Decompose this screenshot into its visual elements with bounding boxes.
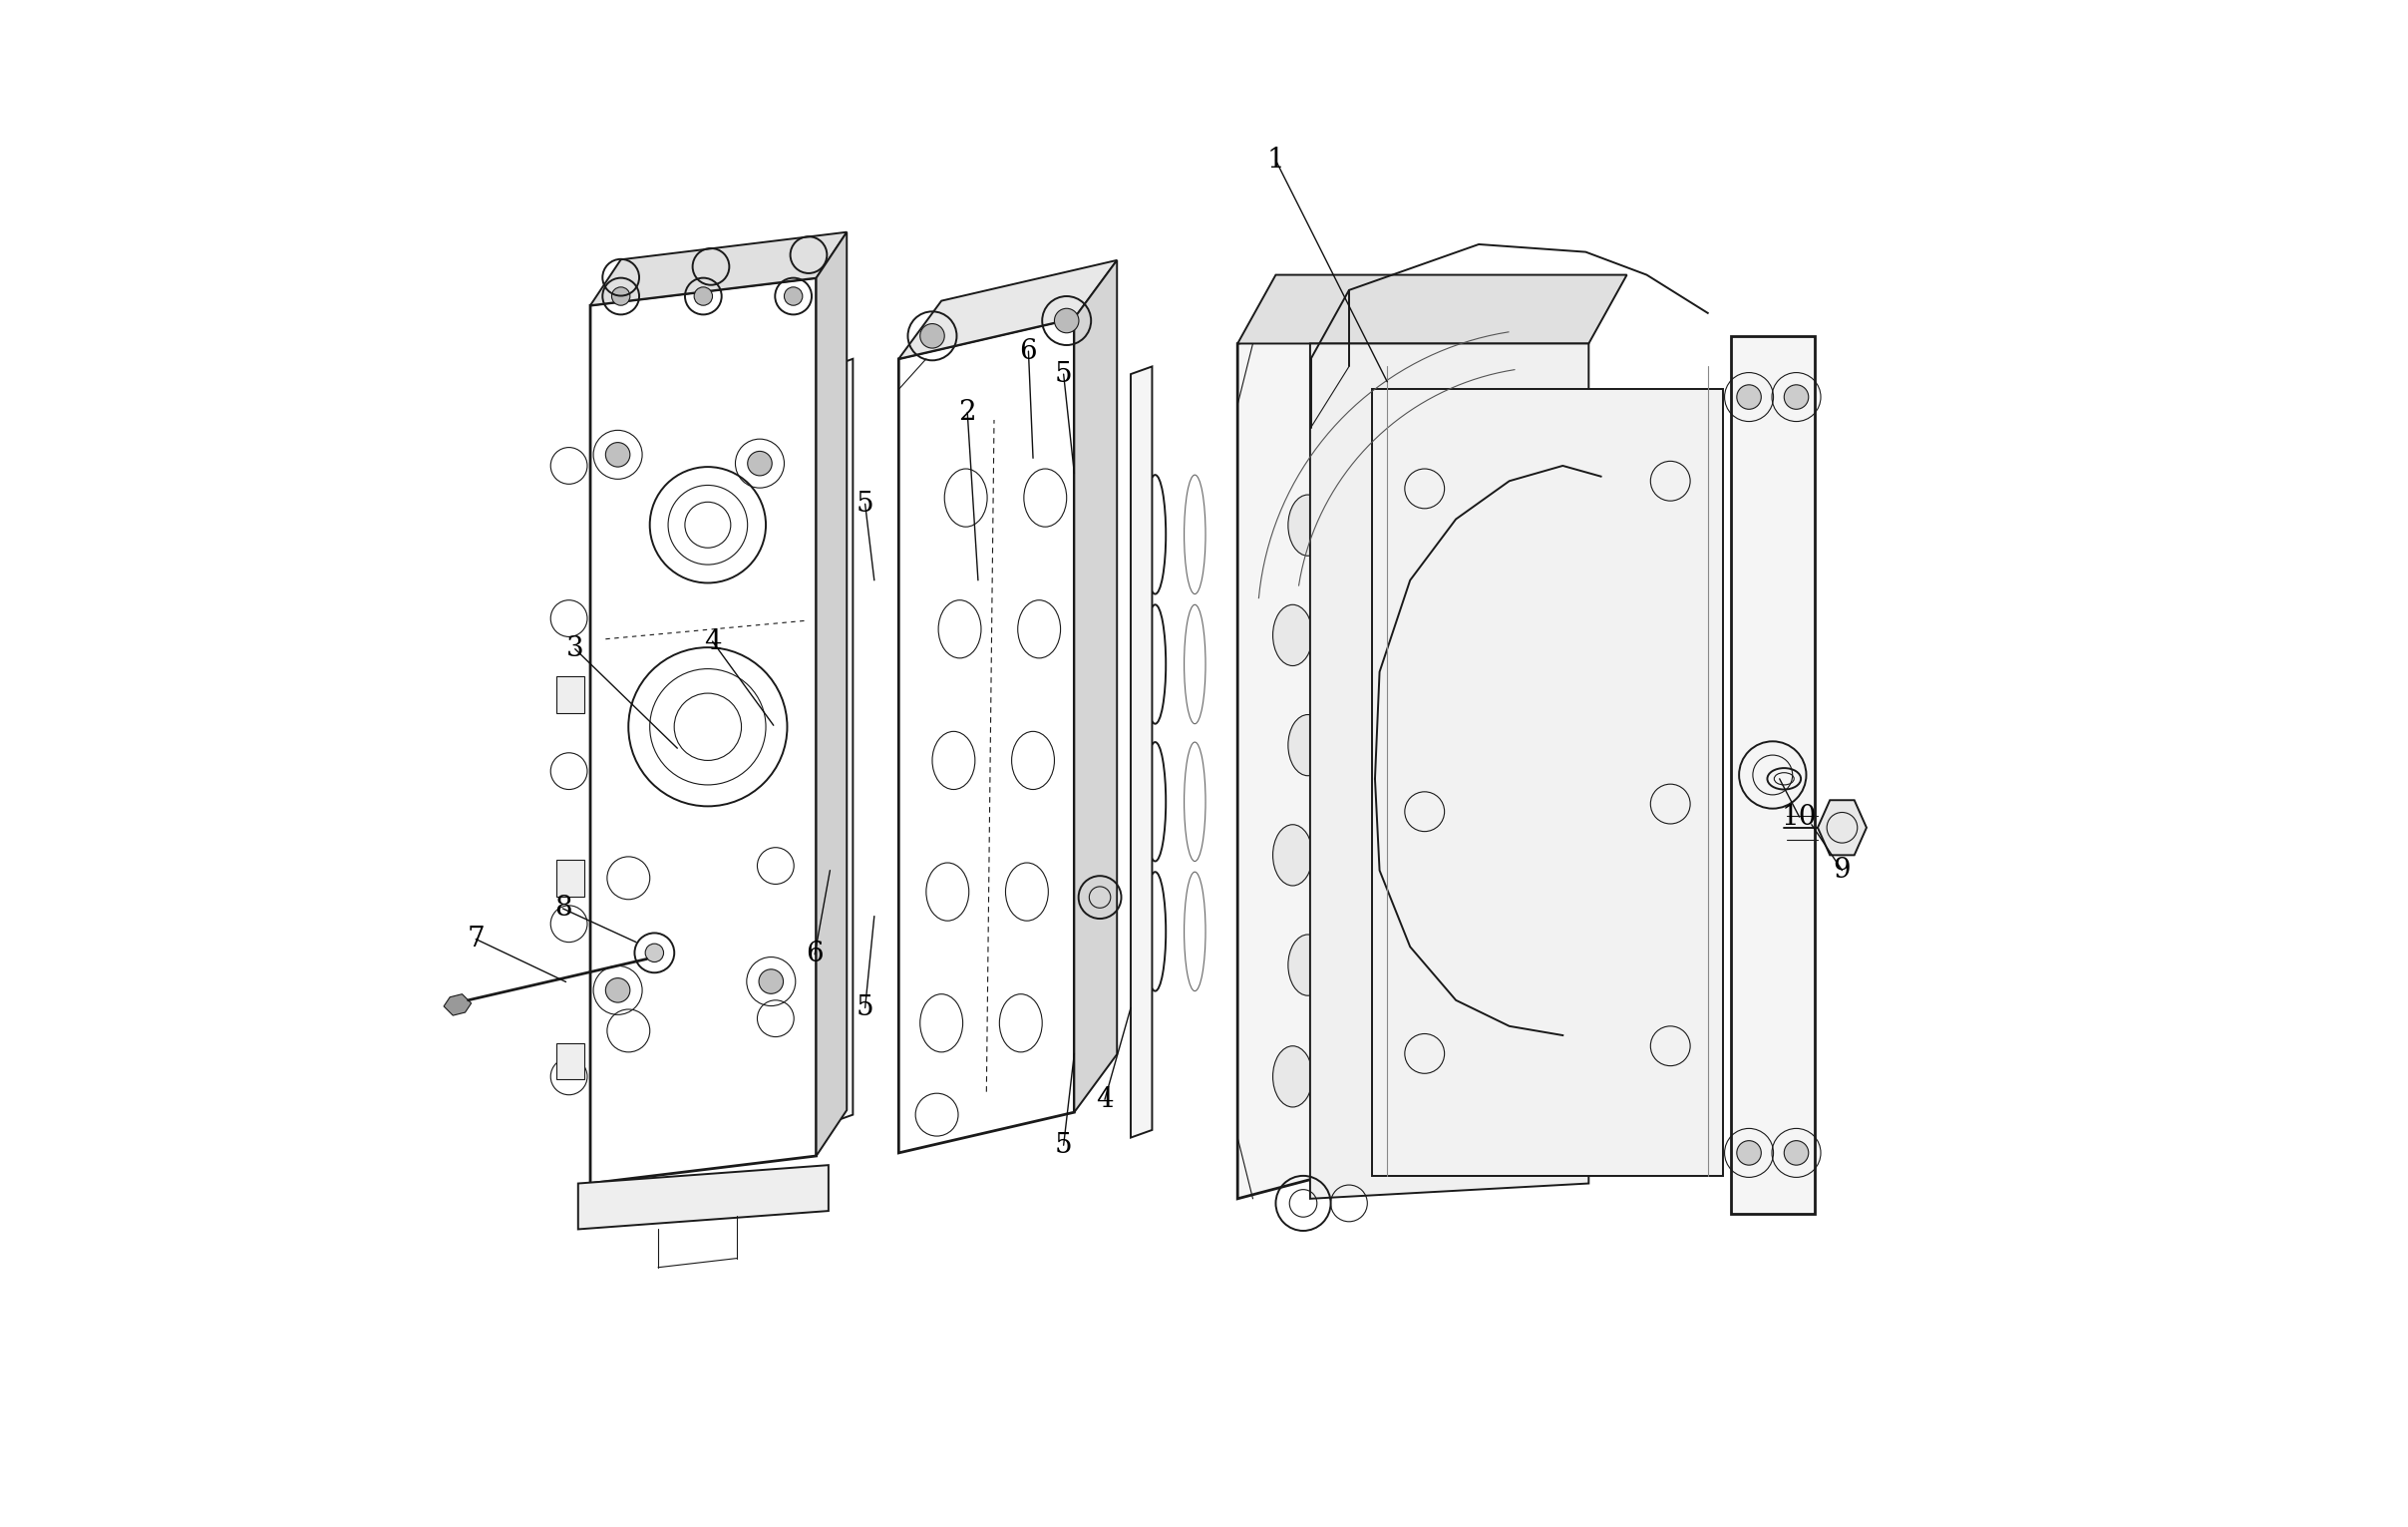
Text: 5: 5 [857,994,874,1022]
Ellipse shape [1288,495,1327,556]
Circle shape [1784,1141,1808,1165]
Polygon shape [898,260,1117,359]
Ellipse shape [1274,605,1312,666]
Ellipse shape [1274,1046,1312,1107]
Polygon shape [1132,366,1151,1138]
Circle shape [746,452,773,476]
Ellipse shape [1320,614,1353,669]
Ellipse shape [1320,959,1353,1011]
Polygon shape [590,232,848,305]
Bar [556,676,585,713]
Circle shape [645,944,665,962]
Bar [1731,336,1816,1214]
Circle shape [694,287,713,305]
Bar [1373,389,1724,1176]
Polygon shape [1074,260,1117,1112]
Bar [556,1043,585,1080]
Polygon shape [578,1165,828,1229]
Text: 10: 10 [1782,803,1818,831]
Text: 3: 3 [566,635,583,663]
Circle shape [785,287,802,305]
Circle shape [604,977,631,1002]
Text: 5: 5 [1055,1132,1072,1159]
Circle shape [612,287,631,305]
Circle shape [1784,385,1808,409]
Bar [556,860,585,896]
Text: 6: 6 [807,941,824,968]
Polygon shape [1238,305,1382,1199]
Polygon shape [1818,800,1866,855]
Text: 4: 4 [703,628,722,655]
Polygon shape [898,318,1074,1153]
Ellipse shape [1320,1072,1353,1127]
Text: 6: 6 [1019,337,1038,365]
Polygon shape [590,278,816,1183]
Circle shape [759,970,783,994]
Text: 1: 1 [1267,147,1283,174]
Circle shape [1736,1141,1760,1165]
Text: 5: 5 [1055,360,1072,388]
Polygon shape [831,359,852,1122]
Polygon shape [1238,275,1628,344]
Text: 7: 7 [467,925,484,953]
Ellipse shape [1320,730,1353,782]
Circle shape [920,324,944,348]
Text: 8: 8 [554,895,571,922]
Ellipse shape [1274,825,1312,886]
Text: 5: 5 [857,490,874,518]
Polygon shape [816,232,848,1156]
Circle shape [1055,308,1079,333]
Circle shape [1736,385,1760,409]
Polygon shape [443,994,472,1015]
Text: 2: 2 [958,399,975,426]
Ellipse shape [1288,715,1327,776]
Ellipse shape [1288,935,1327,996]
Text: 4: 4 [1096,1086,1112,1113]
Ellipse shape [1320,499,1353,553]
Text: 9: 9 [1832,857,1852,884]
Polygon shape [1310,344,1589,1199]
Ellipse shape [1320,843,1353,896]
Circle shape [604,443,631,467]
